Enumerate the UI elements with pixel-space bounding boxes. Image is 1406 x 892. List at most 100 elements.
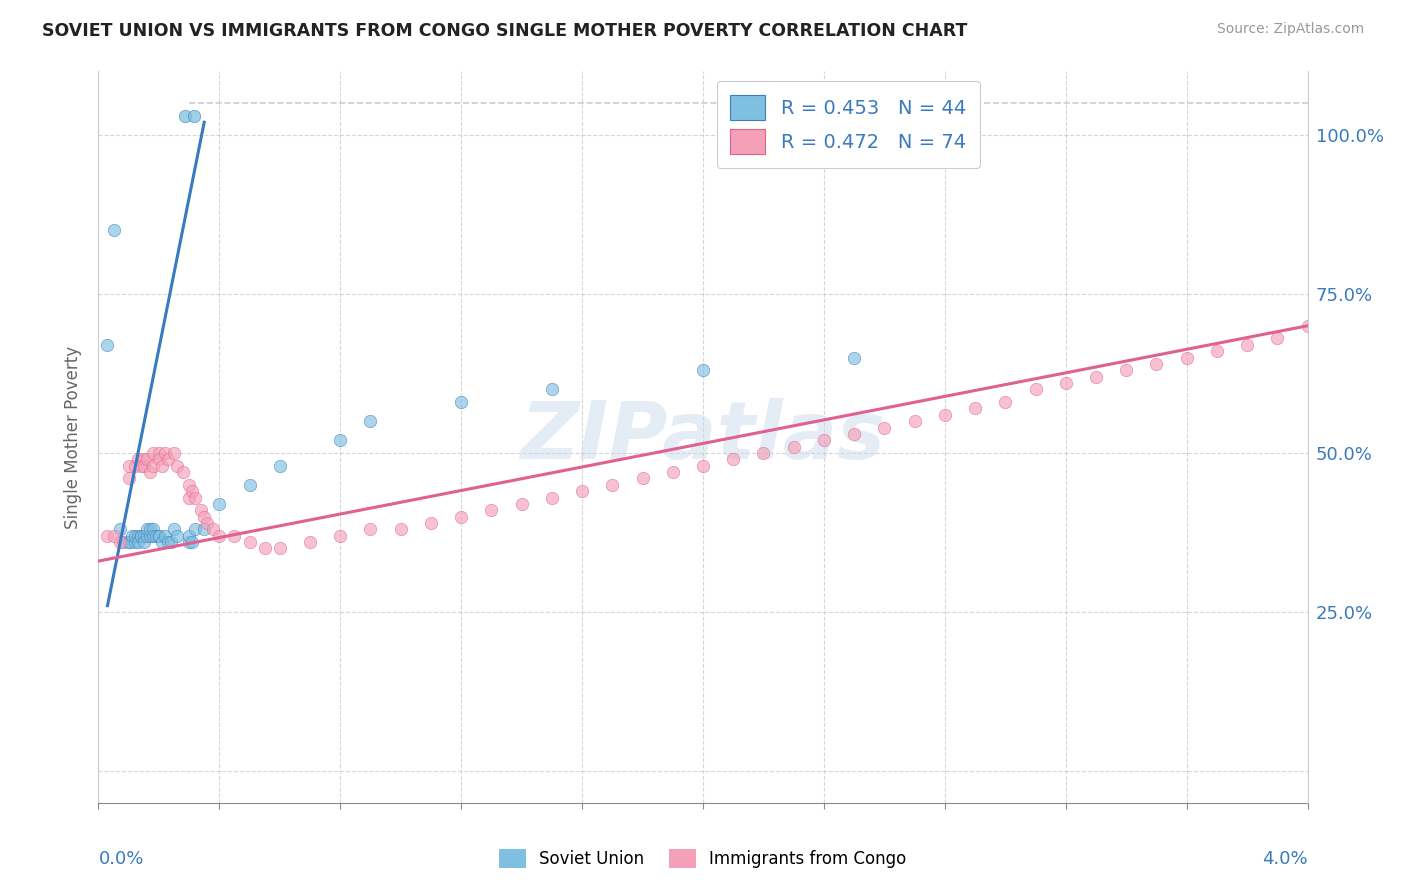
Point <box>844 426 866 441</box>
Point <box>631 471 654 485</box>
Point <box>148 529 170 543</box>
Point <box>179 529 201 543</box>
Point <box>389 522 412 536</box>
Point <box>179 491 201 505</box>
Point <box>299 535 322 549</box>
Point <box>692 458 714 473</box>
Point <box>142 458 165 473</box>
Point <box>127 529 149 543</box>
Text: SOVIET UNION VS IMMIGRANTS FROM CONGO SINGLE MOTHER POVERTY CORRELATION CHART: SOVIET UNION VS IMMIGRANTS FROM CONGO SI… <box>42 22 967 40</box>
Point <box>783 440 806 454</box>
Point <box>148 446 170 460</box>
Point <box>208 529 231 543</box>
Point <box>420 516 443 530</box>
Point <box>160 535 183 549</box>
Point <box>156 535 179 549</box>
Point <box>723 452 745 467</box>
Point <box>132 452 155 467</box>
Point <box>103 529 125 543</box>
Legend: R = 0.453   N = 44, R = 0.472   N = 74: R = 0.453 N = 44, R = 0.472 N = 74 <box>717 81 980 168</box>
Point <box>239 477 262 491</box>
Point <box>145 529 167 543</box>
Point <box>1236 338 1258 352</box>
Point <box>193 522 215 536</box>
Point <box>129 458 152 473</box>
Point <box>904 414 927 428</box>
Point <box>139 522 162 536</box>
Point <box>1386 300 1406 314</box>
Point <box>692 363 714 377</box>
Point <box>965 401 987 416</box>
Point <box>253 541 276 556</box>
Point <box>135 529 157 543</box>
Legend: Soviet Union, Immigrants from Congo: Soviet Union, Immigrants from Congo <box>492 843 914 875</box>
Point <box>994 395 1017 409</box>
Point <box>150 458 173 473</box>
Point <box>153 529 176 543</box>
Point <box>142 529 165 543</box>
Point <box>540 383 562 397</box>
Point <box>118 471 141 485</box>
Point <box>96 338 118 352</box>
Point <box>103 223 125 237</box>
Point <box>202 522 225 536</box>
Point <box>124 535 146 549</box>
Point <box>329 434 352 448</box>
Point <box>1054 376 1077 390</box>
Point <box>166 529 188 543</box>
Point <box>208 497 231 511</box>
Point <box>752 446 775 460</box>
Point <box>183 109 205 123</box>
Point <box>142 446 165 460</box>
Point <box>150 535 173 549</box>
Point <box>163 446 186 460</box>
Point <box>179 477 201 491</box>
Point <box>156 452 179 467</box>
Point <box>269 458 291 473</box>
Point <box>1267 331 1289 345</box>
Point <box>269 541 291 556</box>
Point <box>1025 383 1047 397</box>
Point <box>132 458 155 473</box>
Point <box>124 458 146 473</box>
Point <box>142 522 165 536</box>
Point <box>450 395 472 409</box>
Point <box>1146 357 1168 371</box>
Point <box>163 522 186 536</box>
Point <box>510 497 533 511</box>
Text: ZIPatlas: ZIPatlas <box>520 398 886 476</box>
Point <box>1175 351 1198 365</box>
Point <box>661 465 683 479</box>
Point <box>129 529 152 543</box>
Point <box>127 535 149 549</box>
Point <box>1085 369 1108 384</box>
Point <box>360 414 382 428</box>
Point <box>360 522 382 536</box>
Point <box>121 529 143 543</box>
Point <box>181 535 204 549</box>
Point <box>172 465 194 479</box>
Point <box>132 529 155 543</box>
Point <box>934 408 956 422</box>
Point <box>540 491 562 505</box>
Point <box>111 535 134 549</box>
Point <box>127 452 149 467</box>
Point <box>481 503 503 517</box>
Point <box>139 529 162 543</box>
Point <box>139 465 162 479</box>
Point <box>1327 312 1350 326</box>
Point <box>132 535 155 549</box>
Point <box>96 529 118 543</box>
Point <box>329 529 352 543</box>
Point <box>184 522 207 536</box>
Text: 4.0%: 4.0% <box>1263 850 1308 868</box>
Y-axis label: Single Mother Poverty: Single Mother Poverty <box>65 345 83 529</box>
Point <box>844 351 866 365</box>
Point <box>124 529 146 543</box>
Point <box>450 509 472 524</box>
Point <box>571 484 593 499</box>
Point <box>108 522 131 536</box>
Text: Source: ZipAtlas.com: Source: ZipAtlas.com <box>1216 22 1364 37</box>
Point <box>602 477 624 491</box>
Point <box>1115 363 1137 377</box>
